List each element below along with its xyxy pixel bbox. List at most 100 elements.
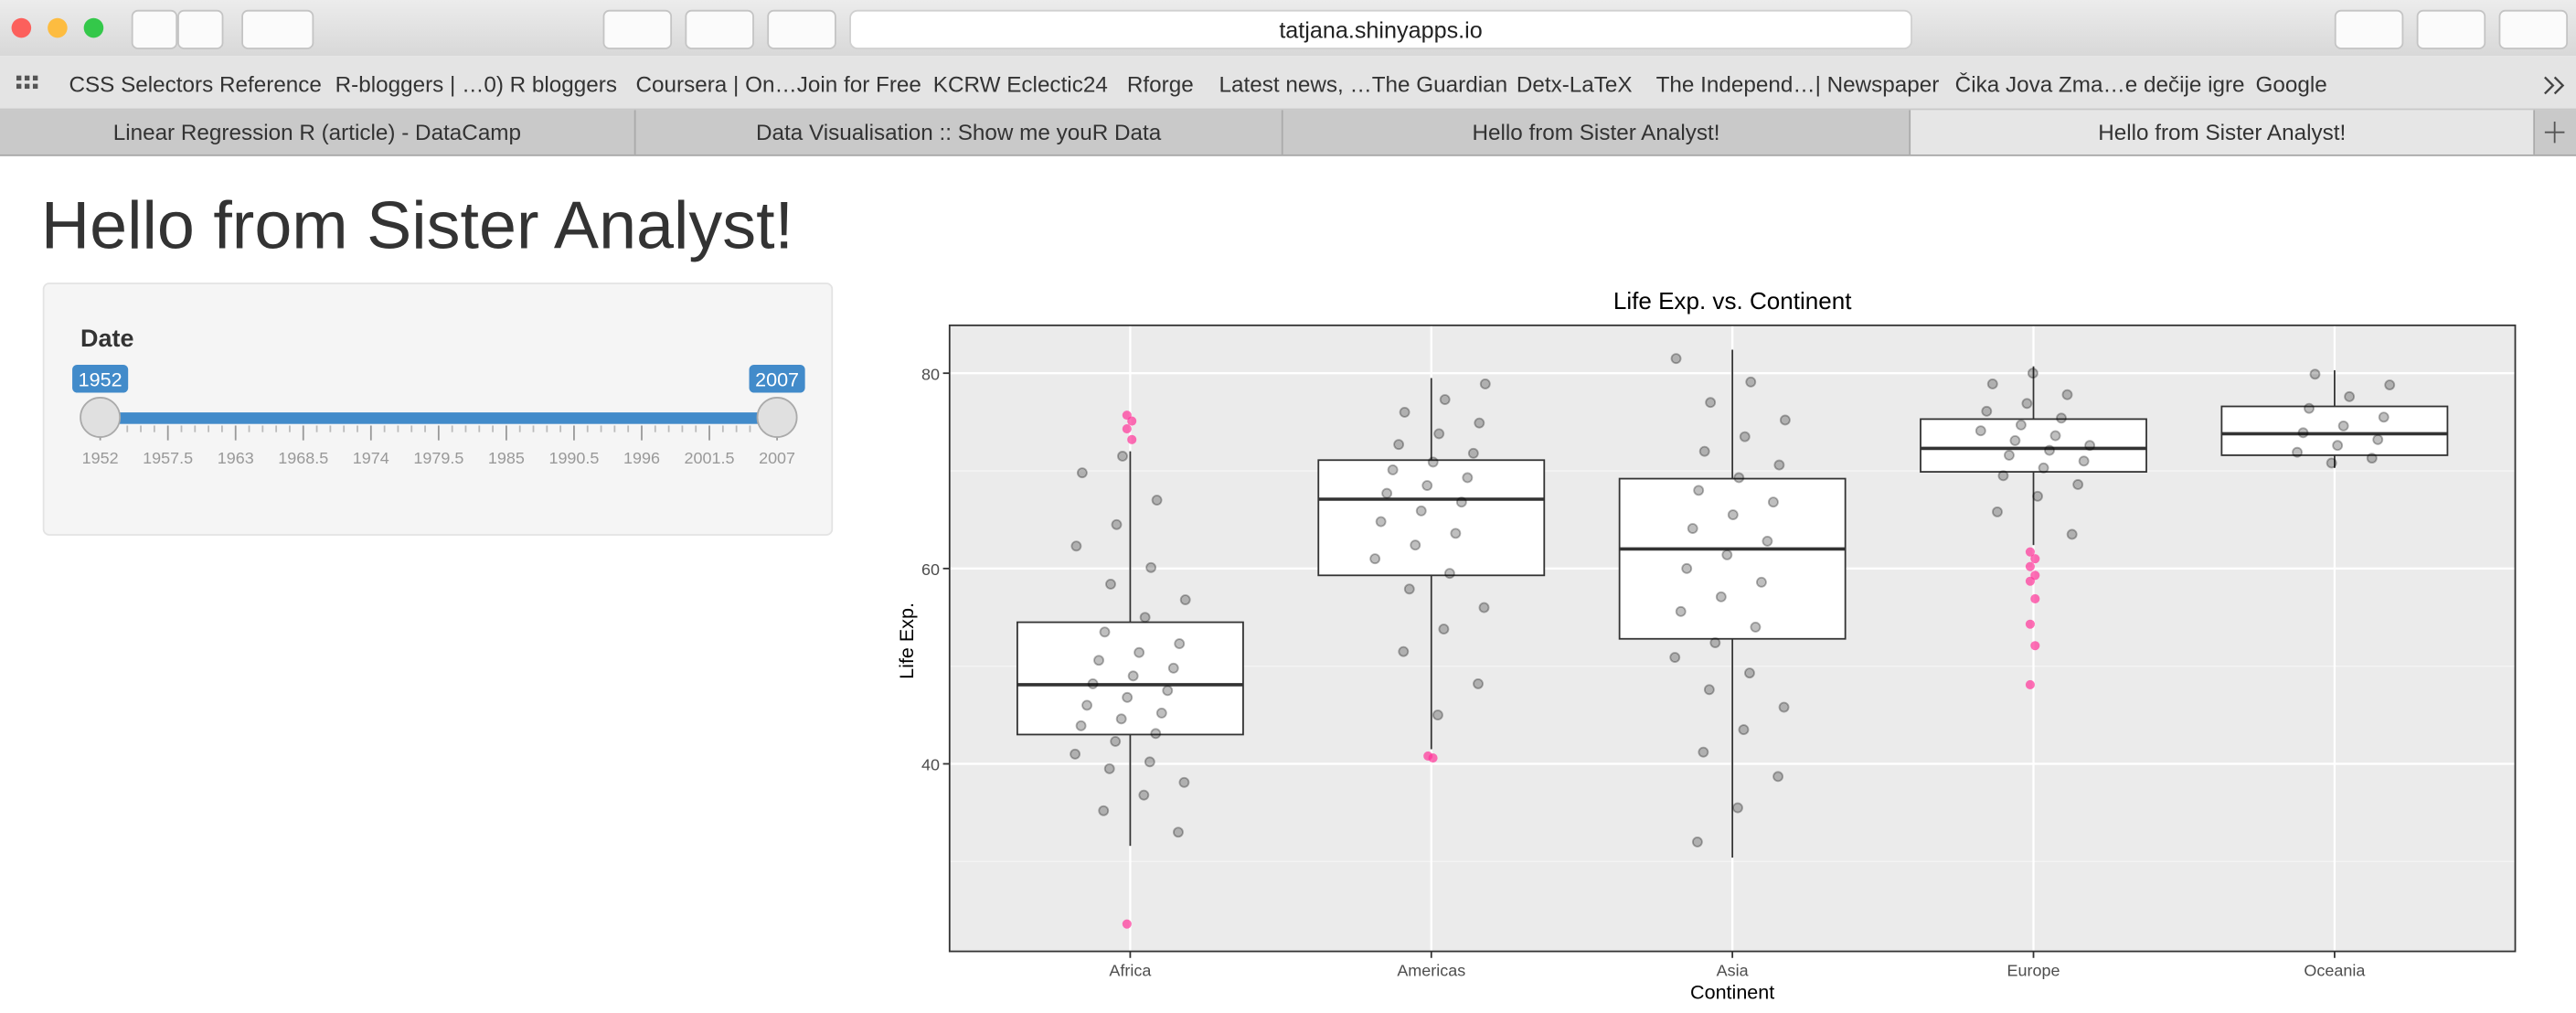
home-button[interactable]	[767, 9, 836, 49]
bookmark[interactable]: Google	[2255, 72, 2327, 98]
bookmark[interactable]: Detx-LaTeX	[1516, 72, 1633, 98]
zoom-button[interactable]	[83, 17, 104, 38]
jitter-point	[1162, 685, 1174, 697]
jitter-point	[1450, 528, 1462, 539]
bookmark[interactable]: CSS Selectors Reference	[69, 72, 322, 98]
jitter-point	[1081, 699, 1092, 711]
jitter-point	[1438, 624, 1450, 634]
jitter-point	[1098, 805, 1110, 816]
jitter-point	[2021, 398, 2033, 410]
new-tab-button[interactable]	[2535, 110, 2576, 155]
jitter-point	[1093, 655, 1104, 666]
tabs-button[interactable]	[2498, 9, 2569, 49]
jitter-point	[1076, 467, 1088, 479]
slider-value-box	[72, 364, 129, 393]
jitter-point	[1721, 549, 1733, 560]
jitter-point	[1744, 667, 1755, 679]
jitter-point	[1739, 431, 1751, 443]
bookmark[interactable]: Latest news, …The Guardian	[1219, 72, 1508, 98]
x-tick-label: Africa	[1109, 962, 1151, 980]
jitter-point	[1155, 708, 1167, 719]
plot-border	[948, 324, 2517, 953]
jitter-point	[1087, 677, 1099, 689]
slider-tick-label: 1996	[623, 449, 660, 467]
y-tick-label: 60	[921, 560, 940, 579]
jitter-point	[1070, 748, 1081, 760]
jitter-point	[1462, 472, 1474, 484]
jitter-point	[1134, 646, 1145, 658]
slider-tick-label: 1979.5	[413, 449, 463, 467]
outlier-point	[2030, 554, 2040, 564]
bookmark[interactable]: Čika Jova Zma…e dečije igre	[1954, 72, 2245, 98]
downloads-button[interactable]	[2334, 9, 2404, 49]
bookmark[interactable]: The Independ…| Newspaper	[1655, 72, 1940, 98]
jitter-point	[2366, 453, 2378, 464]
jitter-point	[1675, 605, 1687, 617]
jitter-point	[1467, 447, 1479, 459]
slider-handle[interactable]	[80, 397, 122, 438]
jitter-point	[1473, 677, 1484, 689]
bookmark[interactable]: Rforge	[1126, 72, 1194, 98]
back-button[interactable]	[131, 9, 178, 49]
minimize-button[interactable]	[48, 17, 68, 38]
jitter-point	[1693, 485, 1705, 496]
jitter-point	[1381, 487, 1393, 499]
sidebar-button[interactable]	[241, 9, 314, 49]
x-tick-label: Americas	[1397, 962, 1465, 980]
jitter-point	[1745, 376, 1757, 388]
share-button[interactable]	[2416, 9, 2486, 49]
jitter-point	[2084, 440, 2096, 452]
x-axis-title: Continent	[1690, 981, 1774, 1004]
close-button[interactable]	[11, 17, 32, 38]
jitter-point	[1767, 496, 1779, 508]
jitter-point	[1369, 553, 1381, 565]
jitter-point	[1687, 523, 1698, 534]
slider-value-label: 1952	[79, 368, 122, 390]
jitter-point	[1778, 701, 1790, 713]
tab[interactable]: Linear Regression R (article) - DataCamp	[0, 110, 636, 155]
jitter-point	[2056, 412, 2067, 424]
outlier-point	[1428, 753, 1438, 763]
jitter-point	[1443, 568, 1455, 580]
bookmark[interactable]: Coursera | On…Join for Free	[635, 72, 921, 98]
jitter-point	[1173, 826, 1184, 838]
slider-range	[100, 412, 778, 424]
jitter-point	[2326, 457, 2337, 469]
jitter-point	[1715, 591, 1727, 602]
jitter-point	[1698, 746, 1709, 758]
jitter-point	[1139, 612, 1151, 624]
jitter-point	[2378, 411, 2390, 423]
jitter-point	[1415, 505, 1427, 517]
jitter-point	[1070, 540, 1082, 552]
slider-handle[interactable]	[756, 397, 798, 438]
forward-button[interactable]	[177, 9, 224, 49]
chart: Life Exp. vs. Continent 40 60 80 Africa Ameri…	[895, 287, 2517, 1004]
jitter-point	[2066, 528, 2078, 540]
bookmark[interactable]: R-bloggers | …0) R bloggers	[335, 72, 617, 98]
jitter-point	[1103, 762, 1115, 774]
jitter-point	[1773, 459, 1785, 471]
address-bar[interactable]: tatjana.shinyapps.io	[849, 9, 1912, 49]
toolbar: tatjana.shinyapps.io	[0, 0, 2576, 57]
jitter-point	[1733, 472, 1745, 484]
tab[interactable]: Data Visualisation :: Show me youR Data	[636, 110, 1283, 155]
jitter-point	[1709, 637, 1721, 648]
tab[interactable]: Hello from Sister Analyst!	[1283, 110, 1911, 155]
jitter-point	[2038, 462, 2049, 474]
outlier-point	[1127, 434, 1137, 444]
jitter-point	[1398, 645, 1410, 657]
jitter-point	[1178, 776, 1190, 788]
jitter-point	[1075, 720, 1087, 731]
jitter-point	[1986, 379, 1998, 389]
outlier-point	[2025, 547, 2035, 557]
jitter-point	[1474, 417, 1485, 429]
slider-value-label: 2007	[755, 368, 799, 390]
print-button[interactable]	[685, 9, 754, 49]
jitter-point	[1997, 470, 2009, 482]
jitter-point	[2384, 379, 2396, 390]
jitter-point	[1110, 735, 1122, 747]
mail-button[interactable]	[602, 9, 673, 49]
bookmark[interactable]: KCRW Eclectic24	[932, 72, 1108, 98]
tab[interactable]: Hello from Sister Analyst!	[1911, 110, 2536, 155]
